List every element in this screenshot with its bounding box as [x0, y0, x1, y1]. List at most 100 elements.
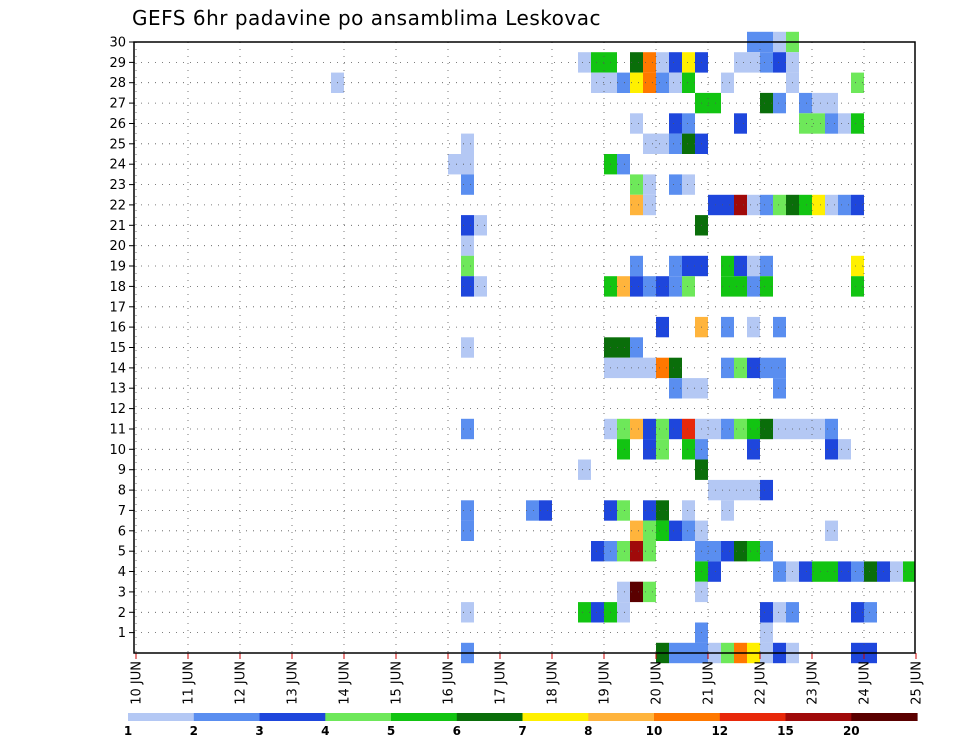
heatmap-cell	[760, 194, 773, 216]
heatmap-cell	[591, 52, 604, 73]
legend-swatch	[391, 713, 458, 721]
heatmap-cell	[669, 378, 682, 399]
heatmap-cell	[682, 52, 695, 73]
legend-label: 15	[777, 724, 794, 738]
heatmap-cell	[682, 276, 695, 297]
heatmap-cell	[474, 215, 487, 236]
y-tick-label: 14	[109, 361, 126, 376]
heatmap-cell	[643, 541, 656, 562]
heatmap-cell	[721, 255, 734, 277]
x-tick-label: 16 JUN	[442, 661, 457, 705]
heatmap-cell	[578, 459, 591, 480]
heatmap-cell	[682, 72, 695, 93]
heatmap-cell	[708, 541, 721, 562]
legend-swatch	[522, 713, 589, 721]
heatmap-cell	[669, 520, 682, 541]
heatmap-cell	[461, 154, 474, 175]
y-tick-label: 28	[109, 76, 126, 91]
legend-swatch	[719, 713, 787, 721]
heatmap-cell	[656, 316, 669, 338]
heatmap-cell	[656, 133, 669, 154]
x-tick-label: 20 JUN	[650, 661, 665, 705]
heatmap-cell	[838, 561, 851, 582]
x-tick-label: 25 JUN	[910, 661, 925, 705]
heatmap-cell	[760, 541, 773, 562]
heatmap-cell	[708, 92, 721, 114]
heatmap-cell	[851, 194, 864, 216]
heatmap-cell	[773, 92, 786, 114]
y-tick-label: 12	[109, 402, 126, 417]
heatmap-cell	[851, 113, 864, 134]
heatmap-cell	[461, 520, 474, 541]
heatmap-cell	[812, 92, 825, 114]
heatmap-cell	[461, 215, 474, 236]
heatmap-cell	[760, 622, 773, 643]
color-legend: 1 2 3 4 5 6 7 8 10 12 15 20	[124, 713, 918, 738]
heatmap-cell	[669, 52, 682, 73]
legend-label: 6	[453, 724, 461, 738]
heatmap-cell	[669, 357, 682, 379]
y-tick-label: 25	[109, 137, 126, 152]
heatmap-cell	[682, 113, 695, 134]
heatmap-cell	[630, 337, 643, 358]
heatmap-cell	[669, 72, 682, 93]
x-tick-label: 23 JUN	[806, 661, 821, 705]
heatmap-cell	[643, 581, 656, 603]
heatmap-cell	[630, 174, 643, 195]
heatmap-cell	[799, 92, 812, 114]
heatmap-cell	[734, 255, 747, 277]
heatmap-cell	[461, 235, 474, 256]
heatmap-cell	[734, 479, 747, 501]
heatmap-cell	[890, 561, 903, 582]
heatmap-cell	[812, 113, 825, 134]
heatmap-cell	[747, 194, 760, 216]
heatmap-cell	[682, 418, 695, 440]
legend-swatch	[654, 713, 721, 721]
heatmap-cell	[617, 72, 630, 93]
x-tick-label: 13 JUN	[286, 661, 301, 705]
heatmap-cell	[851, 602, 864, 623]
x-tick-label: 15 JUN	[390, 661, 405, 705]
y-tick-label: 3	[118, 585, 126, 600]
heatmap-cell	[682, 133, 695, 154]
heatmap-cell	[760, 92, 773, 114]
legend-label: 2	[190, 724, 198, 738]
y-tick-label: 6	[118, 524, 126, 539]
x-tick-label: 17 JUN	[494, 661, 509, 705]
heatmap-cell	[656, 276, 669, 297]
y-tick-label: 23	[109, 178, 126, 193]
y-tick-label: 22	[109, 198, 126, 213]
heatmap-cell	[526, 500, 539, 521]
heatmap-cell	[669, 255, 682, 277]
heatmap-cell	[617, 154, 630, 175]
heatmap-cell	[669, 174, 682, 195]
heatmap-cell	[682, 255, 695, 277]
heatmap-cell	[799, 194, 812, 216]
heatmap-cell	[630, 276, 643, 297]
heatmap-cell	[838, 439, 851, 460]
heatmap-cell	[721, 418, 734, 440]
heatmap-cell	[643, 357, 656, 379]
heatmap-cell	[773, 561, 786, 582]
heatmap-cell	[773, 194, 786, 216]
heatmap-cell	[773, 602, 786, 623]
y-tick-label: 4	[118, 565, 126, 580]
heatmap-cell	[669, 113, 682, 134]
legend-swatch	[588, 713, 655, 721]
heatmap-cell	[578, 602, 591, 623]
y-tick-label: 17	[109, 300, 126, 315]
x-tick-label: 11 JUN	[182, 661, 197, 705]
heatmap-cell	[747, 316, 760, 338]
legend-label: 5	[387, 724, 395, 738]
heatmap-cell	[773, 378, 786, 399]
y-tick-label: 1	[118, 626, 126, 641]
heatmap-cell	[708, 418, 721, 440]
heatmap-cell	[643, 439, 656, 460]
heatmap-cell	[864, 602, 877, 623]
legend-swatch	[259, 713, 326, 721]
legend-label: 10	[646, 724, 663, 738]
heatmap-cell	[825, 194, 838, 216]
heatmap-cell	[734, 357, 747, 379]
heatmap-cell	[591, 541, 604, 562]
heatmap-cell	[617, 357, 630, 379]
